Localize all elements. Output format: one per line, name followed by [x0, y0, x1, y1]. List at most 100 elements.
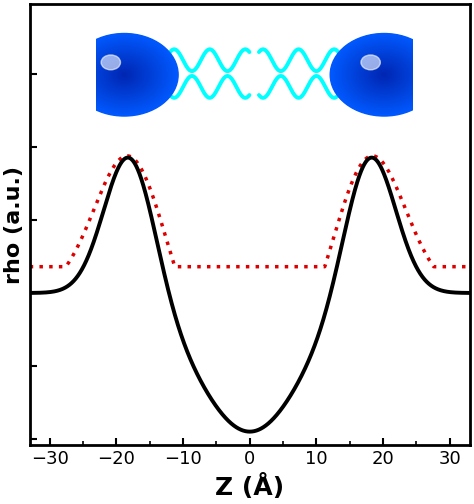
Circle shape: [350, 49, 418, 101]
Circle shape: [374, 67, 395, 83]
Circle shape: [118, 70, 130, 80]
Circle shape: [383, 74, 386, 76]
Circle shape: [346, 46, 422, 104]
Circle shape: [116, 69, 132, 81]
Circle shape: [114, 67, 134, 82]
Circle shape: [345, 44, 424, 105]
Circle shape: [378, 70, 391, 80]
Circle shape: [356, 53, 412, 96]
Circle shape: [78, 39, 171, 110]
Circle shape: [111, 65, 138, 85]
Circle shape: [86, 45, 163, 104]
Circle shape: [85, 44, 164, 105]
Circle shape: [381, 72, 388, 78]
Circle shape: [101, 57, 147, 93]
Circle shape: [113, 67, 135, 83]
Circle shape: [331, 34, 437, 115]
Circle shape: [376, 69, 392, 81]
Circle shape: [70, 33, 178, 116]
Circle shape: [91, 49, 157, 100]
Circle shape: [122, 74, 126, 76]
Circle shape: [96, 53, 152, 96]
Circle shape: [80, 41, 168, 108]
Circle shape: [367, 61, 401, 88]
Circle shape: [348, 47, 420, 102]
Circle shape: [88, 47, 160, 102]
Circle shape: [352, 50, 417, 99]
Circle shape: [332, 35, 436, 114]
Circle shape: [335, 37, 434, 112]
Circle shape: [72, 35, 176, 114]
Circle shape: [120, 72, 129, 78]
Circle shape: [94, 51, 155, 98]
Circle shape: [101, 55, 120, 70]
Circle shape: [365, 60, 403, 89]
Circle shape: [121, 73, 127, 77]
Circle shape: [100, 56, 148, 93]
Circle shape: [102, 57, 147, 92]
Circle shape: [83, 43, 165, 106]
Circle shape: [117, 69, 131, 80]
Circle shape: [99, 55, 149, 94]
Circle shape: [337, 39, 431, 110]
Circle shape: [341, 42, 427, 108]
Circle shape: [73, 36, 175, 114]
Circle shape: [71, 34, 177, 115]
Circle shape: [337, 38, 432, 111]
Circle shape: [123, 74, 125, 76]
Circle shape: [74, 36, 174, 113]
Circle shape: [358, 55, 410, 95]
Circle shape: [84, 44, 164, 106]
Circle shape: [361, 55, 380, 70]
Circle shape: [110, 64, 138, 86]
Circle shape: [87, 46, 161, 103]
Circle shape: [105, 60, 143, 89]
Circle shape: [89, 48, 159, 102]
Circle shape: [357, 54, 411, 95]
Circle shape: [347, 46, 421, 103]
Circle shape: [368, 62, 400, 87]
Circle shape: [380, 72, 389, 78]
Circle shape: [340, 41, 428, 108]
Circle shape: [383, 74, 385, 76]
Circle shape: [374, 67, 394, 82]
Circle shape: [104, 59, 144, 90]
Circle shape: [382, 73, 387, 77]
Circle shape: [119, 71, 130, 79]
Circle shape: [113, 66, 136, 84]
Circle shape: [342, 42, 426, 107]
Circle shape: [77, 38, 172, 111]
Circle shape: [98, 55, 150, 95]
Circle shape: [354, 51, 415, 98]
Circle shape: [363, 58, 406, 91]
Circle shape: [104, 59, 145, 91]
Circle shape: [92, 50, 156, 99]
Circle shape: [81, 42, 167, 108]
Circle shape: [93, 51, 155, 99]
Circle shape: [103, 58, 146, 91]
Circle shape: [96, 53, 153, 97]
Circle shape: [355, 52, 414, 97]
Circle shape: [95, 52, 154, 97]
Circle shape: [79, 40, 170, 110]
Circle shape: [356, 53, 413, 97]
Circle shape: [334, 36, 434, 113]
Circle shape: [108, 62, 140, 87]
Circle shape: [90, 49, 158, 101]
Circle shape: [369, 63, 400, 87]
Circle shape: [377, 69, 391, 80]
Circle shape: [379, 71, 390, 79]
Circle shape: [371, 65, 398, 85]
Circle shape: [79, 40, 169, 109]
Circle shape: [364, 59, 405, 91]
Circle shape: [353, 51, 416, 99]
Circle shape: [115, 68, 133, 82]
Circle shape: [370, 64, 399, 86]
Circle shape: [76, 38, 173, 112]
Circle shape: [106, 61, 142, 89]
Circle shape: [336, 38, 433, 112]
Circle shape: [330, 33, 438, 116]
Circle shape: [351, 49, 417, 100]
Circle shape: [97, 54, 151, 95]
Circle shape: [360, 56, 408, 93]
